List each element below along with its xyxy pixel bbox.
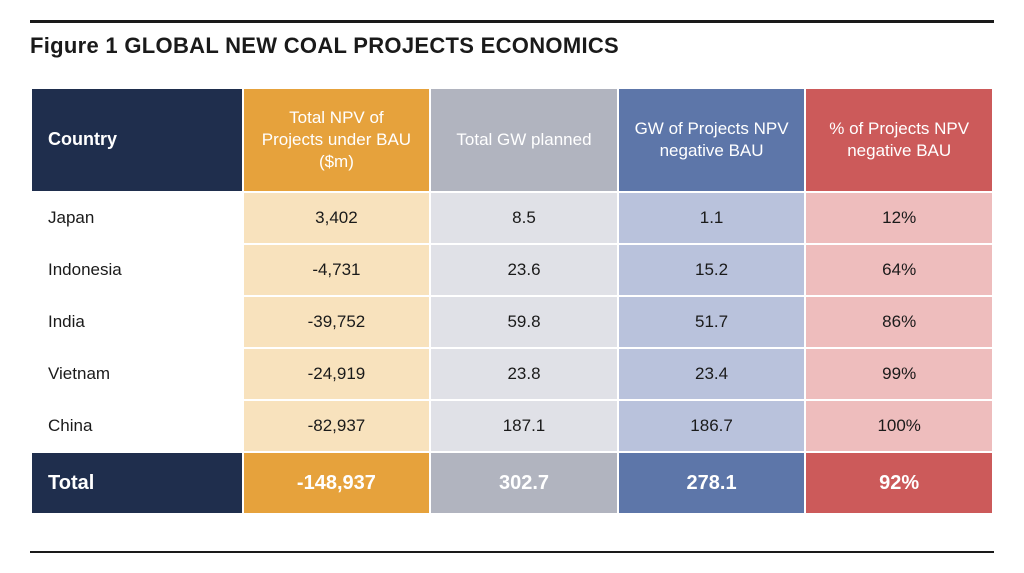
cell-gwneg: 186.7 [618, 400, 806, 452]
table-head: CountryTotal NPV of Projects under BAU (… [31, 88, 993, 192]
cell-npv: 3,402 [243, 192, 431, 244]
economics-table: CountryTotal NPV of Projects under BAU (… [30, 87, 994, 515]
cell-gw: 59.8 [430, 296, 618, 348]
total-cell-country: Total [31, 452, 243, 514]
cell-country: China [31, 400, 243, 452]
cell-npv: -4,731 [243, 244, 431, 296]
table-total-row: Total-148,937302.7278.192% [31, 452, 993, 514]
cell-npv: -39,752 [243, 296, 431, 348]
table-header-row: CountryTotal NPV of Projects under BAU (… [31, 88, 993, 192]
col-header-pct: % of Projects NPV negative BAU [805, 88, 993, 192]
bottom-spacer [30, 515, 994, 551]
col-header-gwneg: GW of Projects NPV negative BAU [618, 88, 806, 192]
cell-country: Japan [31, 192, 243, 244]
col-header-country: Country [31, 88, 243, 192]
col-header-npv: Total NPV of Projects under BAU ($m) [243, 88, 431, 192]
table-row: India-39,75259.851.786% [31, 296, 993, 348]
cell-gw: 23.6 [430, 244, 618, 296]
total-cell-pct: 92% [805, 452, 993, 514]
total-cell-gwneg: 278.1 [618, 452, 806, 514]
cell-npv: -82,937 [243, 400, 431, 452]
cell-pct: 86% [805, 296, 993, 348]
cell-country: Indonesia [31, 244, 243, 296]
cell-pct: 64% [805, 244, 993, 296]
cell-gwneg: 1.1 [618, 192, 806, 244]
total-cell-gw: 302.7 [430, 452, 618, 514]
table-row: China-82,937187.1186.7100% [31, 400, 993, 452]
cell-gw: 187.1 [430, 400, 618, 452]
total-cell-npv: -148,937 [243, 452, 431, 514]
cell-gwneg: 23.4 [618, 348, 806, 400]
cell-country: Vietnam [31, 348, 243, 400]
cell-gw: 8.5 [430, 192, 618, 244]
figure-title: Figure 1 GLOBAL NEW COAL PROJECTS ECONOM… [30, 23, 994, 87]
cell-pct: 100% [805, 400, 993, 452]
cell-gwneg: 51.7 [618, 296, 806, 348]
bottom-rule [30, 551, 994, 553]
cell-country: India [31, 296, 243, 348]
figure-container: Figure 1 GLOBAL NEW COAL PROJECTS ECONOM… [30, 20, 994, 553]
table-body: Japan3,4028.51.112%Indonesia-4,73123.615… [31, 192, 993, 514]
cell-pct: 12% [805, 192, 993, 244]
cell-gw: 23.8 [430, 348, 618, 400]
cell-npv: -24,919 [243, 348, 431, 400]
cell-pct: 99% [805, 348, 993, 400]
col-header-gw: Total GW planned [430, 88, 618, 192]
table-row: Vietnam-24,91923.823.499% [31, 348, 993, 400]
cell-gwneg: 15.2 [618, 244, 806, 296]
table-row: Indonesia-4,73123.615.264% [31, 244, 993, 296]
table-row: Japan3,4028.51.112% [31, 192, 993, 244]
